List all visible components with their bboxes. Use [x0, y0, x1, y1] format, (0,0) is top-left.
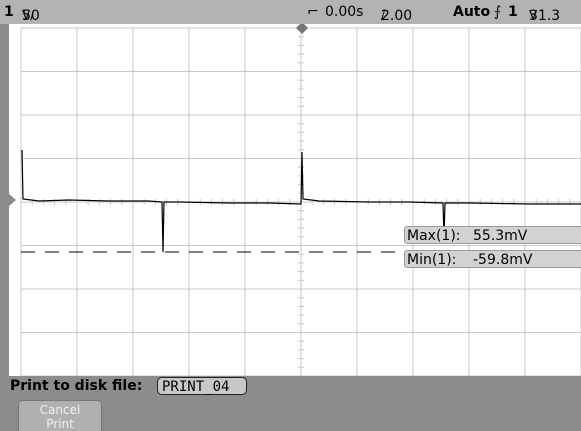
trigger-position-icon: ⌐ — [307, 4, 319, 20]
min-measurement: Min(1): -59.8mV — [404, 250, 581, 268]
softkey-bar: Print to disk file: PRINT_04 Cancel Prin… — [0, 376, 581, 431]
time-per-div-unit: / — [381, 8, 386, 22]
cancel-print-line2: Print — [46, 417, 74, 431]
trigger-level-value: 31.3 — [529, 8, 561, 24]
time-per-div-value: 2.00 — [381, 8, 413, 24]
trigger-position-marker — [296, 24, 308, 34]
waveform-display: Max(1): 55.3mV Min(1): -59.8mV — [9, 24, 581, 376]
max-measurement: Max(1): 55.3mV — [404, 226, 581, 244]
channel-indicator[interactable]: 1 — [4, 4, 14, 20]
trigger-source[interactable]: 1 — [508, 4, 518, 20]
time-position[interactable]: 0.00s — [325, 4, 364, 20]
volts-per-div-value: 50 — [22, 8, 40, 24]
waveform-svg — [9, 24, 581, 376]
channel-number: 1 — [4, 4, 14, 20]
cancel-print-line1: Cancel — [39, 403, 81, 417]
min-measurement-value: -59.8mV — [473, 252, 533, 268]
status-bar: 1 50 V/ ⌐ 0.00s 2.00/ Auto ⨍ 1 31.3 V — [0, 0, 581, 24]
max-measurement-label: Max(1): — [407, 228, 461, 244]
cancel-print-button[interactable]: Cancel Print — [18, 400, 102, 431]
volts-per-div-unit: V/ — [22, 8, 35, 22]
trigger-slope-icon: ⨍ — [494, 4, 502, 20]
print-filename-field[interactable]: PRINT_04 — [157, 377, 247, 395]
max-measurement-value: 55.3mV — [473, 228, 528, 244]
channel-ground-marker[interactable] — [9, 194, 16, 206]
trigger-level-unit: V — [529, 8, 538, 22]
print-to-disk-label: Print to disk file: — [10, 378, 143, 394]
min-measurement-label: Min(1): — [407, 252, 457, 268]
trigger-mode[interactable]: Auto — [453, 4, 491, 20]
